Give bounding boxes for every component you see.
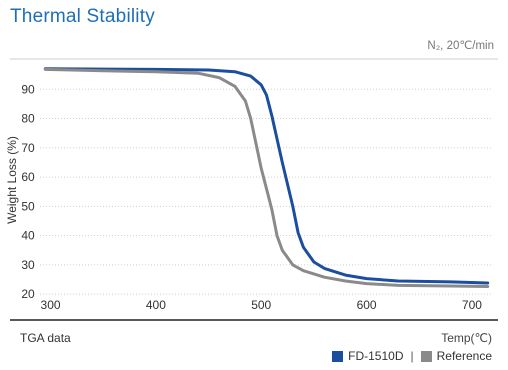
test-condition: N₂, 20℃/min: [427, 40, 494, 52]
x-tick-label: 400: [146, 298, 166, 312]
x-tick-label: 700: [462, 298, 482, 312]
x-tick-label: 500: [251, 298, 271, 312]
legend-label-fd1510d: FD-1510D: [348, 349, 404, 363]
y-axis-label: Weight Loss (%): [5, 136, 19, 224]
legend-swatch-fd1510d: [332, 350, 344, 362]
y-tick-label: 60: [21, 170, 35, 184]
series-line-reference: [43, 67, 490, 288]
y-tick-label: 30: [21, 258, 35, 272]
legend-item-reference: Reference: [420, 349, 492, 363]
page-title: Thermal Stability: [10, 6, 155, 27]
y-tick-label: 90: [21, 82, 35, 96]
legend-label-reference: Reference: [436, 349, 492, 363]
section-label: TGA data: [20, 331, 71, 345]
y-tick-label: 50: [21, 199, 35, 213]
legend-item-fd1510d: FD-1510D: [332, 349, 404, 363]
x-tick-label: 300: [41, 298, 61, 312]
legend-swatch-reference: [420, 350, 432, 362]
y-tick-label: 80: [21, 112, 35, 126]
y-tick-label: 70: [21, 141, 35, 155]
y-tick-label: 20: [21, 287, 35, 301]
legend: FD-1510D | Reference: [332, 349, 492, 363]
legend-separator: |: [410, 349, 414, 363]
x-axis-unit: Temp(℃): [441, 331, 492, 345]
x-tick-label: 600: [357, 298, 377, 312]
y-tick-label: 40: [21, 229, 35, 243]
series-line-fd-1510d: [43, 67, 490, 285]
